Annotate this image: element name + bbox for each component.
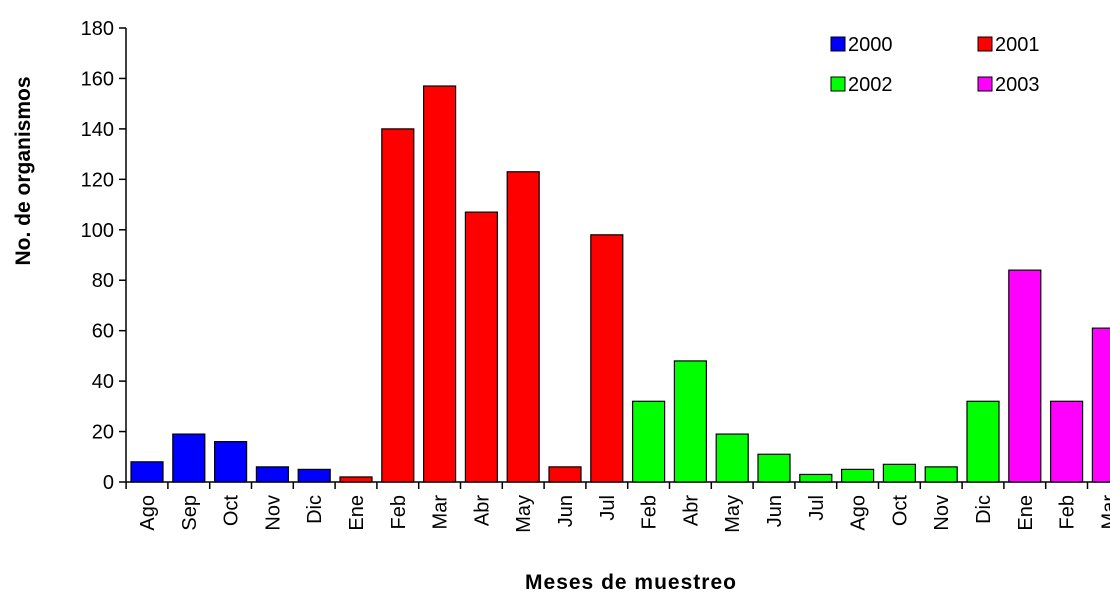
- y-tick-label: 140: [81, 119, 114, 141]
- legend-swatch: [830, 36, 846, 52]
- legend-label: 2001: [995, 34, 1040, 56]
- x-tick-label: Mar: [1098, 495, 1110, 530]
- bar: [840, 468, 875, 483]
- bar: [339, 476, 373, 483]
- x-tick-label: May: [722, 495, 744, 533]
- y-tick-label: 40: [92, 371, 114, 393]
- bar: [590, 234, 624, 483]
- bar: [1049, 400, 1084, 483]
- bar: [673, 360, 708, 483]
- x-tick-labels: Ago Sep Oct Nov Dic Ene Feb Mar Abr May Jun Jul Feb A…: [137, 495, 1110, 533]
- x-tick-label: Jun: [555, 495, 577, 527]
- x-tick-label: Ene: [1015, 495, 1037, 531]
- x-axis-title: Meses de muestreo: [525, 571, 737, 594]
- x-tick-label: Ene: [346, 495, 368, 531]
- x-tick-label: Abr: [680, 495, 702, 526]
- x-tick-label: Nov: [931, 495, 953, 531]
- bar: [631, 400, 666, 483]
- legend-label: 2003: [995, 74, 1040, 96]
- y-tick-label: 20: [92, 422, 114, 444]
- x-tick-label: Feb: [1057, 495, 1079, 529]
- bar: [381, 128, 415, 483]
- x-tick-label: Mar: [430, 495, 452, 530]
- x-tick-label: Jun: [764, 495, 786, 527]
- bar: [882, 463, 917, 483]
- y-axis-title: No. de organismos: [12, 76, 35, 265]
- bar: [464, 211, 498, 483]
- bar: [924, 466, 958, 483]
- y-tick-label: 180: [81, 18, 114, 40]
- bar: [214, 441, 248, 483]
- legend: 2000 2001 2002 2003: [830, 34, 1040, 96]
- x-tick-label: May: [513, 495, 535, 533]
- bar: [966, 400, 1000, 483]
- bar: [423, 85, 457, 483]
- x-tick-label: Dic: [304, 495, 326, 524]
- bar: [757, 453, 791, 483]
- x-tick-label: Ago: [137, 495, 159, 531]
- x-tick-label: Abr: [471, 495, 493, 526]
- legend-label: 2000: [848, 34, 893, 56]
- legend-label: 2002: [848, 74, 893, 96]
- x-tick-label: Nov: [262, 495, 284, 531]
- bar: [548, 466, 582, 483]
- x-tick-label: Oct: [889, 495, 911, 527]
- bar: [255, 466, 289, 483]
- bar: [799, 473, 833, 483]
- y-tick-label: 100: [81, 220, 114, 242]
- bar: [715, 433, 749, 483]
- x-tick-label: Jul: [806, 495, 828, 521]
- legend-swatch: [830, 76, 846, 92]
- x-tick-label: Dic: [973, 495, 995, 524]
- y-tick-label: 80: [92, 270, 114, 292]
- bar: [297, 468, 331, 483]
- x-tick-label: Ago: [848, 495, 870, 531]
- bar: [1091, 327, 1110, 483]
- x-tick-label: Feb: [639, 495, 661, 529]
- x-tick-label: Feb: [388, 495, 410, 529]
- bar: [1008, 269, 1042, 483]
- y-axis: 0 20 40 60 80 100 120 140 160 180: [81, 18, 127, 494]
- x-axis: [125, 481, 1110, 489]
- y-tick-label: 0: [103, 472, 114, 494]
- x-tick-label: Oct: [221, 495, 243, 527]
- y-tick-label: 120: [81, 169, 114, 191]
- bar: [172, 433, 206, 483]
- bars: [130, 85, 1110, 483]
- legend-swatch: [977, 36, 993, 52]
- bar: [506, 171, 540, 483]
- bar: [130, 461, 164, 483]
- legend-swatch: [977, 76, 993, 92]
- y-tick-label: 160: [81, 68, 114, 90]
- x-tick-label: Sep: [179, 495, 201, 531]
- x-tick-label: Jul: [597, 495, 619, 521]
- y-tick-label: 60: [92, 321, 114, 343]
